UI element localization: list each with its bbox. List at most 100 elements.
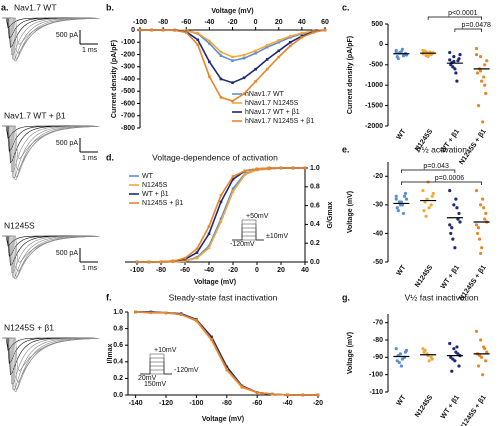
point — [312, 31, 315, 34]
y-tick-label: 1.0 — [310, 165, 320, 172]
data-point — [481, 120, 485, 124]
point — [303, 166, 307, 170]
point — [195, 319, 198, 322]
data-point — [450, 369, 454, 373]
data-point — [474, 188, 479, 193]
point — [231, 187, 235, 190]
y-tick-label: -100 — [369, 372, 383, 379]
significance-bracket — [401, 169, 456, 173]
data-point — [474, 223, 479, 227]
x-tick-label: -60 — [180, 267, 190, 274]
legend-label: N1245S + β1 — [142, 200, 183, 207]
point — [265, 58, 269, 61]
data-point — [397, 200, 401, 204]
chart-title: Steady-state fast inactivation — [169, 292, 278, 302]
x-tick-label: -20 — [313, 400, 323, 407]
point — [207, 224, 211, 228]
point — [231, 59, 234, 62]
data-point — [452, 347, 456, 351]
data-point — [451, 357, 455, 361]
y-tick-label: -200 — [121, 51, 135, 58]
legend-label: hNav1.7 N1245S — [245, 100, 299, 107]
point — [231, 99, 234, 103]
data-point — [454, 350, 458, 354]
annotation: p<0.0001 — [448, 10, 477, 17]
point — [277, 49, 281, 53]
point — [219, 220, 223, 223]
x-tick-label: -80 — [222, 400, 232, 407]
y-tick-label: 0.8 — [113, 325, 123, 332]
point — [323, 28, 327, 32]
x-tick-label: -80 — [158, 19, 168, 26]
data-point — [421, 188, 425, 193]
data-point — [480, 246, 484, 250]
data-point — [404, 197, 409, 201]
point — [208, 60, 211, 64]
x-tick-label: -20 — [228, 267, 238, 274]
point — [255, 391, 259, 394]
annotation: p=0.043 — [423, 163, 449, 170]
significance-bracket — [427, 16, 482, 20]
data-point — [394, 194, 398, 198]
protocol-step — [232, 227, 264, 241]
current-trace — [2, 17, 100, 45]
scale-label: 500 pA — [56, 250, 79, 257]
y-axis-label: Voltage (mV) — [347, 191, 354, 233]
data-point — [480, 79, 484, 83]
y-tick-label: 500 — [371, 21, 383, 28]
point — [196, 31, 200, 35]
protocol-step — [140, 369, 172, 375]
scale-label: 1 ms — [82, 265, 98, 272]
data-point — [424, 53, 428, 58]
x-tick-label: -80 — [156, 267, 166, 274]
point — [231, 190, 235, 193]
protocol-label: -120mV — [230, 241, 255, 248]
y-tick-label: -300 — [121, 64, 135, 71]
y-axis-label: G/Gmax — [327, 201, 334, 228]
point — [265, 45, 269, 49]
point — [255, 167, 259, 171]
protocol-step — [140, 353, 172, 375]
point — [173, 29, 176, 32]
data-point — [453, 246, 457, 250]
point — [316, 393, 320, 397]
point — [231, 55, 234, 59]
data-point — [478, 203, 483, 207]
data-point — [404, 348, 409, 352]
data-point — [485, 59, 489, 63]
point — [289, 40, 292, 44]
point — [159, 260, 163, 264]
data-point — [478, 69, 483, 73]
data-point — [478, 55, 483, 59]
y-tick-label: 0.0 — [113, 392, 123, 399]
point — [300, 31, 304, 35]
y-tick-label: 0.2 — [310, 240, 320, 247]
current-trace — [2, 337, 96, 393]
point — [243, 173, 247, 176]
data-point — [484, 91, 488, 95]
y-tick-label: -50 — [373, 259, 383, 266]
data-point — [477, 354, 482, 358]
point — [195, 251, 199, 254]
point — [208, 42, 211, 45]
point — [210, 338, 213, 341]
point — [195, 256, 199, 260]
x-tick-label: 40 — [298, 19, 306, 26]
data-point — [397, 360, 401, 365]
point — [240, 385, 244, 388]
y-tick-label: -70 — [373, 320, 383, 327]
panel-label: f. — [106, 292, 112, 302]
point — [271, 392, 274, 396]
x-tick-label: N1245S + β1 — [458, 394, 488, 426]
y-tick-label: -800 — [121, 125, 135, 132]
point — [219, 193, 223, 197]
y-tick-label: -20 — [373, 173, 383, 180]
x-tick-label: 60 — [321, 19, 329, 26]
data-point — [455, 345, 459, 349]
point — [208, 39, 211, 43]
panel-label: g. — [342, 292, 350, 302]
point — [254, 51, 257, 55]
x-tick-label: -60 — [252, 400, 262, 407]
protocol-label: +10mV — [154, 347, 177, 354]
trace-title: N1245S + β1 — [4, 322, 54, 332]
